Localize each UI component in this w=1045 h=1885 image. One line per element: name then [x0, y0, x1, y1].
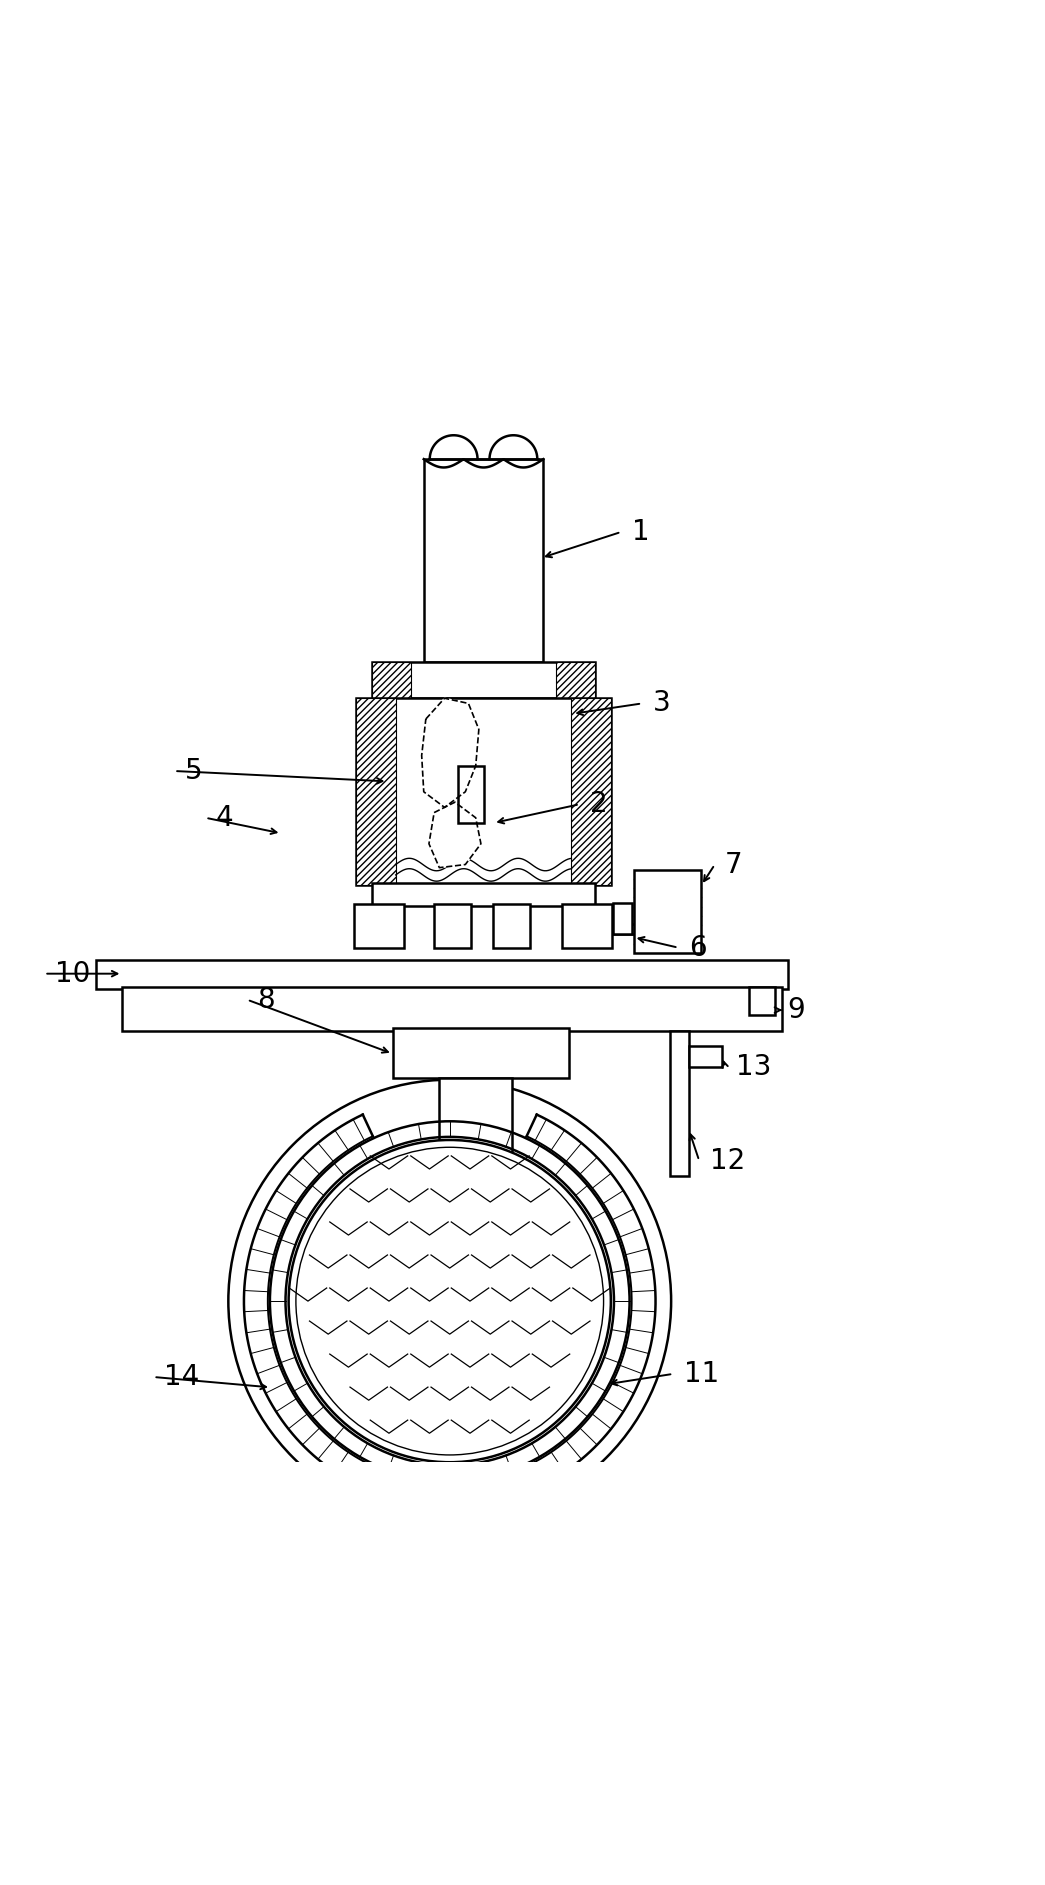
Bar: [372, 662, 412, 697]
Bar: [439, 1078, 512, 1176]
Text: 11: 11: [683, 1359, 719, 1387]
Bar: [393, 1027, 570, 1078]
Text: 5: 5: [185, 758, 203, 784]
Text: 1: 1: [631, 518, 649, 547]
Bar: [424, 460, 543, 662]
Bar: [749, 988, 775, 1016]
Bar: [556, 662, 596, 697]
Bar: [122, 988, 783, 1031]
Bar: [458, 765, 484, 824]
Text: 6: 6: [689, 933, 706, 961]
Bar: [493, 905, 530, 948]
Bar: [96, 959, 788, 990]
Bar: [670, 1031, 689, 1176]
Text: 4: 4: [216, 803, 233, 831]
Text: 8: 8: [257, 986, 275, 1014]
Text: 10: 10: [54, 959, 90, 988]
Text: 9: 9: [788, 995, 806, 1024]
Bar: [372, 662, 596, 697]
Bar: [434, 905, 470, 948]
Text: 13: 13: [736, 1054, 771, 1082]
Bar: [354, 905, 404, 948]
Circle shape: [288, 1140, 611, 1463]
Text: 2: 2: [590, 790, 608, 818]
Bar: [356, 697, 396, 886]
Polygon shape: [422, 697, 479, 807]
Bar: [356, 697, 611, 886]
Bar: [372, 884, 596, 907]
Text: 12: 12: [710, 1146, 745, 1174]
Polygon shape: [428, 803, 481, 867]
Bar: [633, 869, 701, 954]
Bar: [572, 697, 611, 886]
Text: 3: 3: [652, 690, 670, 718]
Bar: [562, 905, 612, 948]
Text: 7: 7: [725, 850, 743, 878]
Bar: [689, 1046, 722, 1067]
Bar: [613, 903, 631, 935]
Text: 14: 14: [164, 1363, 200, 1391]
